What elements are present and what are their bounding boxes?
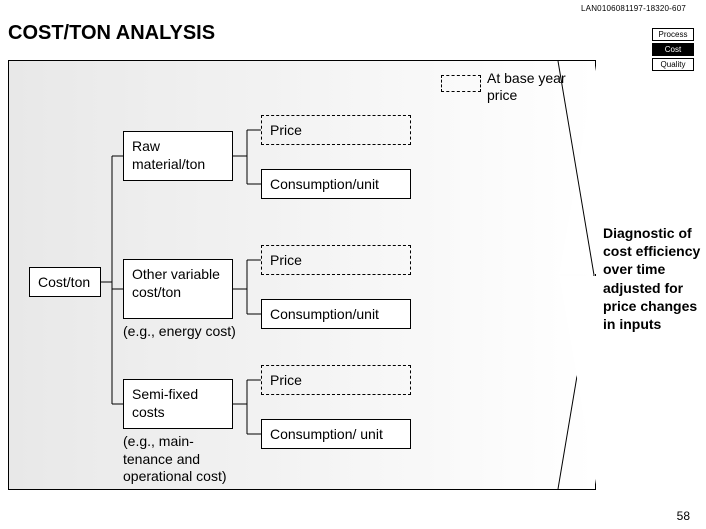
node-sf-price: Price: [261, 365, 411, 395]
node-ov-consumption: Consumption/unit: [261, 299, 411, 329]
node-semi-fixed: Semi-fixed costs: [123, 379, 233, 429]
legend-quality: Quality: [652, 58, 694, 71]
node-rm-consumption: Consumption/unit: [261, 169, 411, 199]
page-title: COST/TON ANALYSIS: [8, 22, 215, 45]
node-ov-price: Price: [261, 245, 411, 275]
node-other-variable: Other variable cost/ton: [123, 259, 233, 319]
doc-code: LAN0106081197-18320-607: [581, 4, 686, 13]
legend: Process Cost Quality: [652, 28, 694, 73]
node-rm-price: Price: [261, 115, 411, 145]
node-root: Cost/ton: [29, 267, 101, 297]
note-other-variable: (e.g., energy cost): [123, 323, 243, 341]
legend-cost: Cost: [652, 43, 694, 56]
atbase-label: At base year price: [487, 70, 595, 104]
note-semi-fixed: (e.g., main- tenance and operational cos…: [123, 433, 253, 486]
node-raw-material: Raw material/ton: [123, 131, 233, 181]
atbase-swatch: [441, 75, 481, 92]
description-text: Diagnostic of cost efficiency over time …: [603, 224, 703, 333]
page-number: 58: [677, 509, 690, 523]
diagram-panel: At base year price Cost/ton Raw material…: [8, 60, 596, 490]
node-sf-consumption: Consumption/ unit: [261, 419, 411, 449]
legend-process: Process: [652, 28, 694, 41]
